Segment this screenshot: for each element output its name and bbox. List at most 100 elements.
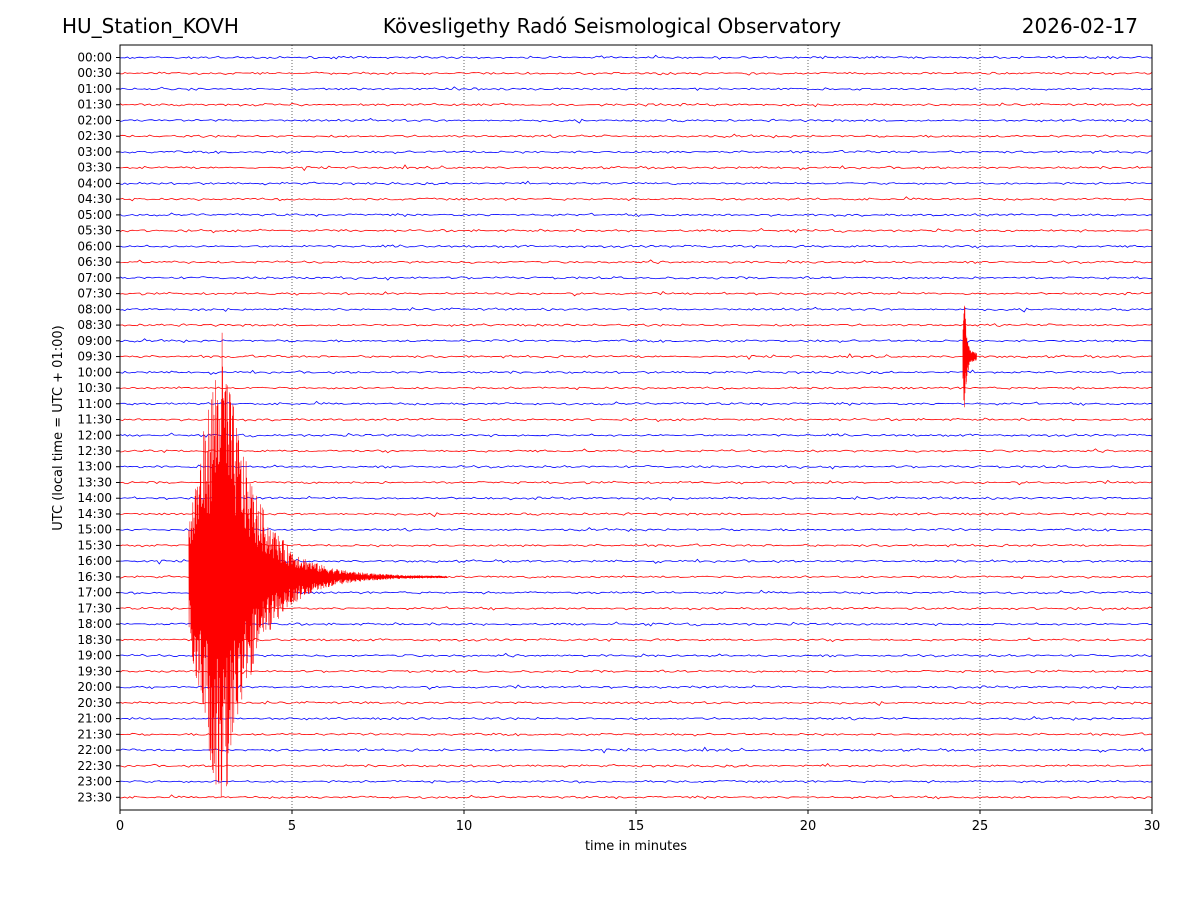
trace-1000 <box>120 369 1152 375</box>
trace-1230 <box>120 448 1152 454</box>
station-label: HU_Station_KOVH <box>62 14 239 38</box>
y-tick-label: 06:30 <box>77 255 112 269</box>
y-tick-label: 20:00 <box>77 680 112 694</box>
y-tick-label: 08:30 <box>77 318 112 332</box>
y-tick-label: 14:00 <box>77 491 112 505</box>
trace-0800 <box>120 306 1152 313</box>
y-tick-label: 02:00 <box>77 113 112 127</box>
y-tick-label: 04:30 <box>77 192 112 206</box>
trace-0500 <box>120 212 1152 218</box>
y-tick-label: 15:00 <box>77 523 112 537</box>
trace-0730 <box>120 290 1152 297</box>
trace-1730 <box>120 606 1152 612</box>
trace-2030 <box>120 700 1152 706</box>
y-tick-label: 08:00 <box>77 302 112 316</box>
trace-0200 <box>120 118 1152 124</box>
y-tick-label: 11:00 <box>77 397 112 411</box>
trace-1600 <box>120 557 1152 565</box>
y-tick-label: 10:30 <box>77 381 112 395</box>
y-tick-label: 18:00 <box>77 617 112 631</box>
trace-1530 <box>120 543 1152 548</box>
x-tick-label: 25 <box>972 819 989 834</box>
trace-0530 <box>120 227 1152 234</box>
trace-0230 <box>120 133 1152 139</box>
trace-0100 <box>120 86 1152 91</box>
y-tick-label: 13:00 <box>77 460 112 474</box>
y-tick-label: 17:30 <box>77 601 112 615</box>
trace-0300 <box>120 150 1152 155</box>
trace-1500 <box>120 527 1152 532</box>
y-tick-label: 12:30 <box>77 444 112 458</box>
y-tick-label: 05:30 <box>77 224 112 238</box>
chart-title: Kövesligethy Radó Seismological Observat… <box>382 14 842 38</box>
trace-1300 <box>120 464 1152 470</box>
y-tick-label: 13:30 <box>77 475 112 489</box>
x-tick-label: 0 <box>116 819 124 834</box>
y-tick-label: 16:00 <box>77 554 112 568</box>
y-tick-label: 06:00 <box>77 239 112 253</box>
y-tick-label: 10:00 <box>77 365 112 379</box>
y-tick-label: 17:00 <box>77 586 112 600</box>
y-tick-label: 19:00 <box>77 649 112 663</box>
x-axis: 0 5 10 15 20 25 30 <box>116 810 1160 834</box>
y-tick-label: 01:00 <box>77 82 112 96</box>
y-axis-label: UTC (local time = UTC + 01:00) <box>51 325 66 530</box>
x-axis-label: time in minutes <box>585 839 687 854</box>
trace-0400 <box>120 180 1152 186</box>
trace-1330 <box>120 479 1152 486</box>
y-tick-label: 15:30 <box>77 538 112 552</box>
trace-1130 <box>120 417 1152 423</box>
trace-2130 <box>120 732 1152 737</box>
y-tick-label: 01:30 <box>77 98 112 112</box>
trace-1430 <box>120 511 1152 518</box>
x-tick-label: 20 <box>800 819 817 834</box>
y-tick-label: 22:00 <box>77 743 112 757</box>
trace-0900 <box>120 338 1152 344</box>
y-tick-label: 18:30 <box>77 633 112 647</box>
date-label: 2026-02-17 <box>1021 14 1138 38</box>
grid <box>291 45 981 810</box>
y-tick-label: 09:30 <box>77 350 112 364</box>
y-tick-label: 02:30 <box>77 129 112 143</box>
y-tick-label: 00:00 <box>77 51 112 65</box>
x-tick-label: 10 <box>456 819 473 834</box>
y-tick-label: 19:30 <box>77 664 112 678</box>
y-tick-label: 22:30 <box>77 759 112 773</box>
trace-1930 <box>120 669 1152 675</box>
y-tick-label: 09:00 <box>77 334 112 348</box>
x-tick-label: 5 <box>288 819 296 834</box>
trace-0630 <box>120 259 1152 264</box>
trace-2330 <box>120 794 1152 800</box>
trace-1830 <box>120 637 1152 643</box>
trace-0430 <box>120 196 1152 202</box>
trace-2230 <box>120 762 1152 768</box>
y-tick-label: 07:30 <box>77 287 112 301</box>
trace-0330 <box>120 164 1152 172</box>
y-tick-label: 03:00 <box>77 145 112 159</box>
y-tick-label: 04:00 <box>77 176 112 190</box>
y-tick-label: 23:00 <box>77 775 112 789</box>
trace-0830 <box>120 323 1152 327</box>
trace-2100 <box>120 716 1152 721</box>
y-tick-label: 20:30 <box>77 696 112 710</box>
y-tick-label: 05:00 <box>77 208 112 222</box>
trace-0930 <box>120 353 1152 361</box>
y-tick-label: 03:30 <box>77 161 112 175</box>
trace-0130 <box>120 102 1152 108</box>
y-tick-label: 14:30 <box>77 507 112 521</box>
event-2-waveform <box>962 305 977 408</box>
y-tick-label: 16:30 <box>77 570 112 584</box>
trace-2000 <box>120 684 1152 690</box>
trace-0700 <box>120 276 1152 281</box>
y-tick-label: 12:00 <box>77 428 112 442</box>
y-tick-label: 00:30 <box>77 66 112 80</box>
trace-1030 <box>120 386 1152 391</box>
traces <box>120 54 1152 800</box>
y-tick-label: 21:00 <box>77 712 112 726</box>
trace-1800 <box>120 621 1152 627</box>
x-tick-label: 30 <box>1144 819 1161 834</box>
trace-2200 <box>120 746 1152 754</box>
events <box>188 305 977 798</box>
